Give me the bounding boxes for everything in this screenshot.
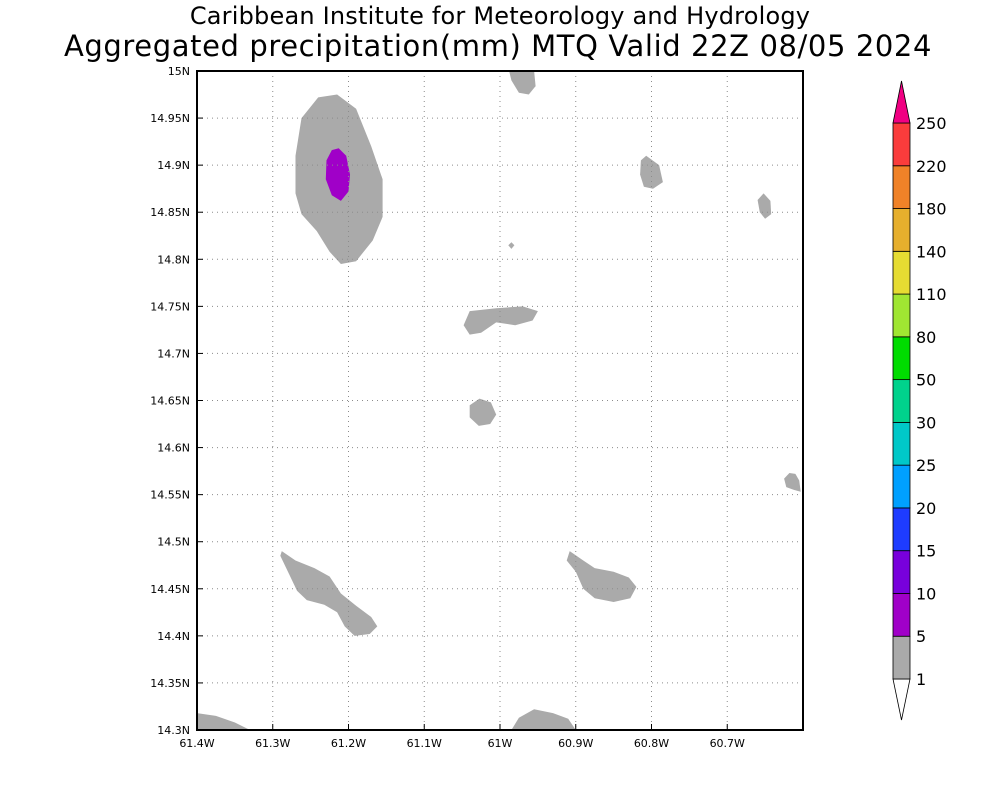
precip-region-4: [640, 155, 663, 189]
y-tick-label: 14.9N: [157, 159, 190, 172]
precip-region-5: [757, 193, 772, 219]
colorbar-over-triangle: [892, 80, 911, 124]
y-tick-label: 14.45N: [150, 583, 190, 596]
colorbar-swatch-110: [892, 250, 911, 295]
precip-region-12: [511, 709, 576, 730]
colorbar-label: 50: [916, 371, 936, 390]
chart-title: Caribbean Institute for Meteorology and …: [189, 2, 811, 30]
colorbar-label: 1: [916, 670, 926, 689]
colorbar-swatch-5: [892, 593, 911, 637]
colorbar-label: 10: [916, 584, 936, 603]
colorbar-swatch-220: [892, 122, 911, 167]
colorbar-swatch-15: [892, 507, 911, 552]
precip-region-9: [280, 551, 378, 636]
y-tick-label: 14.55N: [150, 489, 190, 502]
y-tick-label: 14.85N: [150, 206, 190, 219]
y-tick-label: 14.65N: [150, 395, 190, 408]
precip-region-3: [509, 71, 536, 95]
y-tick-label: 14.35N: [150, 677, 190, 690]
x-tick-label: 61.3W: [255, 737, 290, 750]
y-tick-label: 14.5N: [157, 536, 190, 549]
y-tick-label: 15N: [168, 65, 190, 78]
colorbar-swatch-10: [892, 550, 911, 594]
y-tick-label: 14.4N: [157, 630, 190, 643]
precip-region-10: [566, 551, 637, 602]
colorbar-swatch-1: [892, 635, 911, 680]
colorbar-swatch-80: [892, 293, 911, 338]
colorbar-label: 20: [916, 499, 936, 518]
colorbar-label: 220: [916, 157, 947, 176]
colorbar-label: 110: [916, 285, 947, 304]
x-axis-ticks: 61.4W 61.3W 61.2W 61.1W 61W 60.9W 60.8W 60.7W: [179, 724, 745, 750]
colorbar-under-triangle: [892, 678, 911, 721]
y-tick-label: 14.75N: [150, 300, 190, 313]
x-tick-label: 61.4W: [179, 737, 214, 750]
y-tick-label: 14.95N: [150, 112, 190, 125]
colorbar-swatch-140: [892, 208, 911, 252]
colorbar-swatch-20: [892, 464, 911, 509]
x-tick-label: 60.7W: [710, 737, 745, 750]
y-tick-label: 14.3N: [157, 724, 190, 737]
precip-region-11: [197, 713, 250, 730]
x-tick-label: 61W: [488, 737, 513, 750]
colorbar-swatch-50: [892, 336, 911, 381]
grid-lines: [197, 71, 803, 730]
x-tick-label: 60.9W: [558, 737, 593, 750]
precip-region-6: [463, 306, 538, 335]
precip-region-8: [784, 473, 801, 492]
colorbar-swatch-30: [892, 379, 911, 423]
colorbar-label: 140: [916, 242, 947, 261]
y-tick-label: 14.8N: [157, 253, 190, 266]
y-tick-label: 14.6N: [157, 442, 190, 455]
colorbar-label: 5: [916, 627, 926, 646]
colorbar-label: 250: [916, 114, 947, 133]
chart-subtitle: Aggregated precipitation(mm) MTQ Valid 2…: [63, 29, 933, 63]
x-tick-label: 61.1W: [407, 737, 442, 750]
colorbar-label: 80: [916, 328, 936, 347]
precip-region-7: [469, 398, 497, 426]
colorbar-label: 180: [916, 200, 947, 219]
colorbar-label: 15: [916, 542, 936, 561]
precip-region-2: [325, 148, 350, 201]
y-tick-label: 14.7N: [157, 347, 190, 360]
title-block: Caribbean Institute for Meteorology and …: [0, 2, 1000, 62]
colorbar-label: 25: [916, 456, 936, 475]
colorbar-swatch-180: [892, 165, 911, 209]
colorbar-swatch-25: [892, 421, 911, 466]
colorbar-label: 30: [916, 413, 936, 432]
x-tick-label: 61.2W: [331, 737, 366, 750]
y-axis-ticks: 14.3N 14.35N 14.4N 14.45N 14.5N 14.55N 14.6N 14…: [150, 65, 203, 737]
x-tick-label: 60.8W: [634, 737, 669, 750]
precip-region-13: [508, 242, 515, 249]
